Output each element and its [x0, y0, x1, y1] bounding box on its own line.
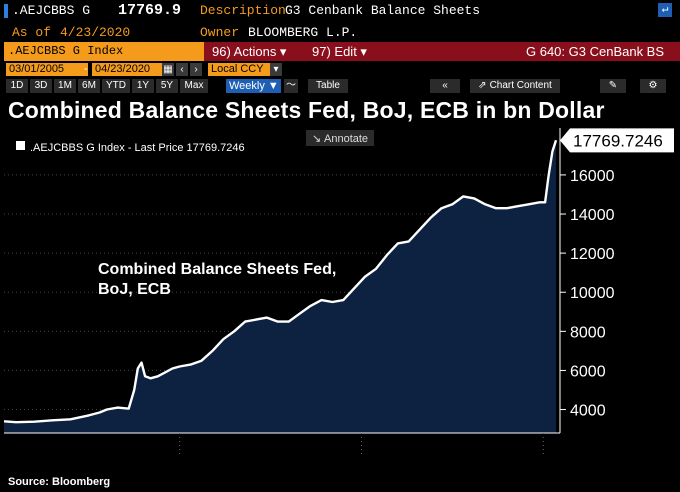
y-tick-label-14000: 14000	[570, 207, 615, 224]
x-axis: 2005-20092010-20142015-2019	[4, 432, 560, 454]
legend-swatch	[16, 141, 25, 150]
currency-select[interactable]: Local CCY	[208, 63, 274, 76]
last-value-box	[560, 128, 674, 153]
header-row-1: .AEJCBBS G 17769.9 Description G3 Cenban…	[0, 0, 680, 22]
last-value-tag: 17769.7246	[560, 128, 674, 153]
y-axis: 4000 6000 8000 10000 12000 14000 16000	[559, 128, 615, 433]
ticker-marker	[4, 4, 8, 18]
period-bar: 1D 3D 1M 6M YTD 1Y 5Y Max Weekly ▼ 〜 Table « ⇗ C…	[0, 78, 680, 94]
frequency-select[interactable]: Weekly ▼	[226, 79, 281, 93]
last-price: 17769.9	[118, 2, 182, 19]
period-button-ytd[interactable]: YTD	[102, 79, 130, 93]
owner-label: Owner	[200, 25, 240, 40]
end-date-input[interactable]: 04/23/2020	[92, 63, 162, 76]
chart-title-bar: Combined Balance Sheets Fed, BoJ, ECB in…	[0, 94, 680, 128]
y-tick-label-10000: 10000	[570, 285, 615, 302]
start-date-input[interactable]: 03/01/2005	[6, 63, 88, 76]
owner-value: BLOOMBERG L.P.	[248, 25, 358, 40]
collapse-icon[interactable]: «	[430, 79, 460, 93]
annotate-label: Annotate	[324, 133, 368, 145]
description-label: Description	[200, 3, 286, 18]
date-range-bar: 03/01/2005 - 04/23/2020 ▦ ‹ › Local CCY …	[0, 61, 680, 78]
prev-period-icon[interactable]: ‹	[176, 63, 188, 76]
series-area	[4, 140, 556, 434]
command-bar: .AEJCBBS G Index 96) Actions ▾ 97) Edit …	[0, 42, 680, 61]
annotate-icon: ↘	[312, 133, 321, 145]
period-button-5y[interactable]: 5Y	[156, 79, 178, 93]
period-button-max[interactable]: Max	[180, 79, 208, 93]
period-button-1y[interactable]: 1Y	[132, 79, 154, 93]
chart-content-button[interactable]: ⇗ Chart Content	[470, 79, 560, 93]
index-name-field[interactable]: .AEJCBBS G Index	[4, 42, 204, 61]
edit-menu[interactable]: 97) Edit ▾	[312, 44, 367, 59]
chart-plot: 4000 6000 8000 10000 12000 14000 16000 2005-20…	[4, 128, 674, 454]
annotation-line-1: Combined Balance Sheets Fed,	[98, 261, 336, 278]
y-tick-label-12000: 12000	[570, 246, 615, 263]
period-button-1m[interactable]: 1M	[54, 79, 76, 93]
date-separator: -	[84, 63, 88, 75]
next-period-icon[interactable]: ›	[190, 63, 202, 76]
legend-box	[8, 136, 260, 158]
description-value: G3 Cenbank Balance Sheets	[285, 3, 481, 18]
chart-content-icon: ⇗	[478, 80, 487, 91]
chart-title: Combined Balance Sheets Fed, BoJ, ECB in…	[8, 97, 605, 123]
page-code: G 640: G3 CenBank BS	[526, 44, 665, 59]
index-name: .AEJCBBS G Index	[8, 44, 124, 58]
line-chart-icon[interactable]: 〜	[284, 79, 298, 93]
period-button-3d[interactable]: 3D	[30, 79, 52, 93]
calendar-icon[interactable]: ▦	[162, 63, 174, 76]
y-tick-label-4000: 4000	[570, 403, 606, 420]
return-icon[interactable]: ↵	[658, 3, 672, 17]
source-note: Source: Bloomberg	[8, 476, 111, 488]
asof-label: As of	[12, 25, 52, 40]
settings-gear-icon[interactable]: ⚙	[640, 79, 666, 93]
y-tick-label-6000: 6000	[570, 363, 606, 380]
annotate-box[interactable]	[306, 130, 374, 146]
menu-bar	[204, 42, 680, 61]
ticker-code[interactable]: .AEJCBBS G	[12, 3, 91, 18]
period-buttons: 1D 3D 1M 6M YTD 1Y 5Y Max	[6, 79, 226, 93]
annotate-button[interactable]: ↘ Annotate	[306, 130, 374, 146]
actions-menu[interactable]: 96) Actions ▾	[212, 44, 287, 59]
asof-value: 4/23/2020	[60, 25, 131, 40]
header-row-2: As of 4/23/2020 Owner BLOOMBERG L.P.	[0, 22, 680, 42]
y-tick-label-16000: 16000	[570, 168, 615, 185]
legend-label: .AEJCBBS G Index - Last Price 17769.7246	[30, 142, 245, 154]
currency-dropdown-icon[interactable]: ▾	[270, 63, 282, 76]
y-tick-label-8000: 8000	[570, 324, 606, 341]
last-value-label: 17769.7246	[573, 131, 663, 150]
table-button[interactable]: Table	[308, 79, 348, 93]
period-button-6m[interactable]: 6M	[78, 79, 100, 93]
series-line	[4, 139, 558, 424]
edit-icon[interactable]: ✎	[600, 79, 626, 93]
annotation-line-2: BoJ, ECB	[98, 281, 171, 298]
legend: .AEJCBBS G Index - Last Price 17769.7246	[8, 136, 260, 158]
chart-content-label: Chart Content	[489, 80, 552, 91]
period-button-1d[interactable]: 1D	[6, 79, 28, 93]
